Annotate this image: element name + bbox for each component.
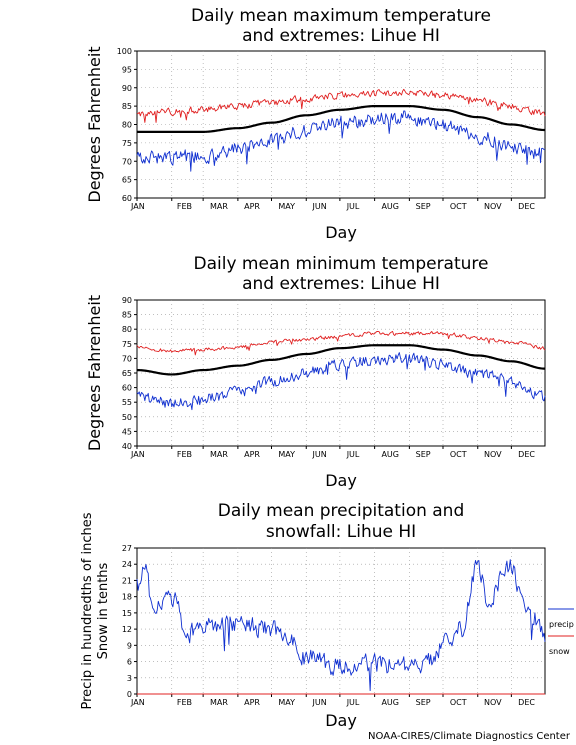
series-line-series-1 [136,88,546,123]
y-axis-label: Degrees Fahrenheit [85,295,104,451]
chart-title-line: snowfall: Lihue HI [266,522,416,542]
chart-title-line: and extremes: Lihue HI [242,26,440,46]
x-tick-label: DEC [518,202,535,211]
y-tick-label: 45 [122,427,132,436]
plot-frame [136,547,546,695]
x-tick-label: FEB [177,698,192,707]
y-tick-label: 27 [122,544,132,553]
x-tick-label: SEP [416,450,431,459]
y-tick-label: 15 [122,609,132,618]
y-tick-label: 80 [122,325,132,334]
y-tick-label: 21 [122,576,132,585]
x-axis-label: Day [325,711,357,730]
x-tick-label: MAR [210,450,228,459]
y-tick-label: 100 [117,47,132,56]
x-tick-label: JUL [346,450,360,459]
x-tick-label: MAR [210,202,228,211]
y-tick-label: 70 [122,157,132,166]
x-tick-label: APR [244,202,260,211]
y-tick-label: 60 [122,194,132,203]
y-tick-label: 75 [122,340,132,349]
y-tick-label: 90 [122,84,132,93]
x-tick-label: MAY [278,698,295,707]
x-tick-label: JAN [130,450,145,459]
x-tick-label: OCT [450,450,467,459]
y-tick-label: 85 [122,311,132,320]
x-tick-label: APR [244,450,260,459]
series-line-series-3 [136,352,546,411]
x-tick-label: OCT [450,202,467,211]
y-axis-label-line: Snow in tenths [96,562,111,659]
series-line-series-1 [136,330,546,356]
x-tick-label: JUL [346,202,360,211]
y-tick-label: 65 [122,176,132,185]
x-tick-label: JUL [346,698,360,707]
chart-title-line: Daily mean minimum temperature [194,254,489,274]
series-line-series-2 [136,344,546,376]
x-tick-label: FEB [177,450,192,459]
y-tick-label: 75 [122,139,132,148]
x-tick-label: SEP [416,202,431,211]
x-tick-label: SEP [416,698,431,707]
x-tick-label: JAN [130,698,145,707]
y-tick-label: 95 [122,65,132,74]
y-tick-label: 0 [127,690,132,699]
x-tick-label: MAR [210,698,228,707]
credit-text: NOAA-CIRES/Climate Diagnostics Center [368,731,570,742]
x-tick-label: JAN [130,202,145,211]
chart-title-line: and extremes: Lihue HI [242,274,440,294]
chart-title-line: Daily mean maximum temperature [191,6,491,26]
y-tick-label: 12 [122,625,132,634]
y-tick-label: 3 [127,674,132,683]
series-line-series-2 [137,105,546,133]
y-axis-label: Degrees Fahrenheit [85,46,104,202]
y-tick-label: 70 [122,354,132,363]
x-axis-label: Day [325,471,357,490]
x-tick-label: NOV [484,202,502,211]
y-tick-label: 24 [122,560,132,569]
x-tick-label: APR [244,698,260,707]
legend-label-snow: snow [549,647,570,656]
x-tick-label: FEB [177,202,192,211]
y-tick-label: 6 [127,658,132,667]
x-axis-label: Day [325,223,357,242]
chart-title-line: Daily mean precipitation and [218,501,465,521]
x-tick-label: AUG [381,202,399,211]
series-line-precip [136,559,546,692]
x-tick-label: JUN [312,698,327,707]
x-tick-label: JUN [312,202,327,211]
x-tick-label: MAY [278,202,295,211]
x-tick-label: DEC [518,450,535,459]
y-tick-label: 60 [122,384,132,393]
x-tick-label: JUN [312,450,327,459]
legend-label-precip: precip [549,620,574,629]
y-tick-label: 55 [122,398,132,407]
x-tick-label: MAY [278,450,295,459]
x-tick-label: AUG [381,698,399,707]
y-tick-label: 18 [122,593,132,602]
series-line-series-3 [136,110,546,172]
y-tick-label: 80 [122,121,132,130]
x-tick-label: AUG [381,450,399,459]
x-tick-label: DEC [518,698,535,707]
y-tick-label: 40 [122,442,132,451]
y-tick-label: 65 [122,369,132,378]
y-tick-label: 9 [127,641,132,650]
y-tick-label: 90 [122,296,132,305]
y-tick-label: 85 [122,102,132,111]
y-tick-label: 50 [122,413,132,422]
x-tick-label: NOV [484,698,502,707]
x-tick-label: NOV [484,450,502,459]
x-tick-label: OCT [450,698,467,707]
y-axis-label-line: Precip in hundredths of inches [80,512,95,709]
